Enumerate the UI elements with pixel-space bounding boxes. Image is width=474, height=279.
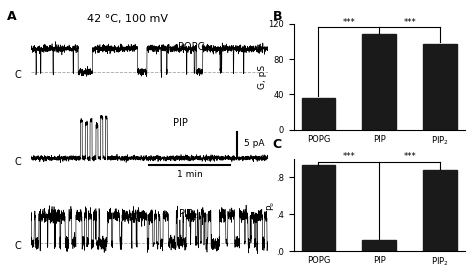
Text: POPG: POPG xyxy=(178,42,205,52)
Text: 1 min: 1 min xyxy=(177,170,202,179)
Bar xyxy=(423,170,457,251)
Text: ***: *** xyxy=(403,152,416,161)
Y-axis label: G, pS: G, pS xyxy=(258,65,267,89)
Bar xyxy=(363,34,396,130)
Bar xyxy=(301,165,335,251)
Text: ***: *** xyxy=(342,152,355,161)
Text: 42 °C, 100 mV: 42 °C, 100 mV xyxy=(88,14,168,24)
Text: C: C xyxy=(14,241,21,251)
Bar xyxy=(363,240,396,251)
Text: 5 pA: 5 pA xyxy=(244,139,264,148)
Bar xyxy=(301,98,335,130)
Text: B: B xyxy=(273,9,282,23)
Text: PIP: PIP xyxy=(173,118,188,128)
Text: A: A xyxy=(7,9,17,23)
Text: ***: *** xyxy=(403,18,416,27)
Text: C: C xyxy=(273,138,282,151)
Text: C: C xyxy=(14,157,21,167)
Text: ***: *** xyxy=(342,18,355,27)
Text: PIP$_2$: PIP$_2$ xyxy=(178,207,198,221)
Bar xyxy=(423,44,457,130)
Y-axis label: Pₒ: Pₒ xyxy=(266,201,275,210)
Text: C: C xyxy=(14,70,21,80)
